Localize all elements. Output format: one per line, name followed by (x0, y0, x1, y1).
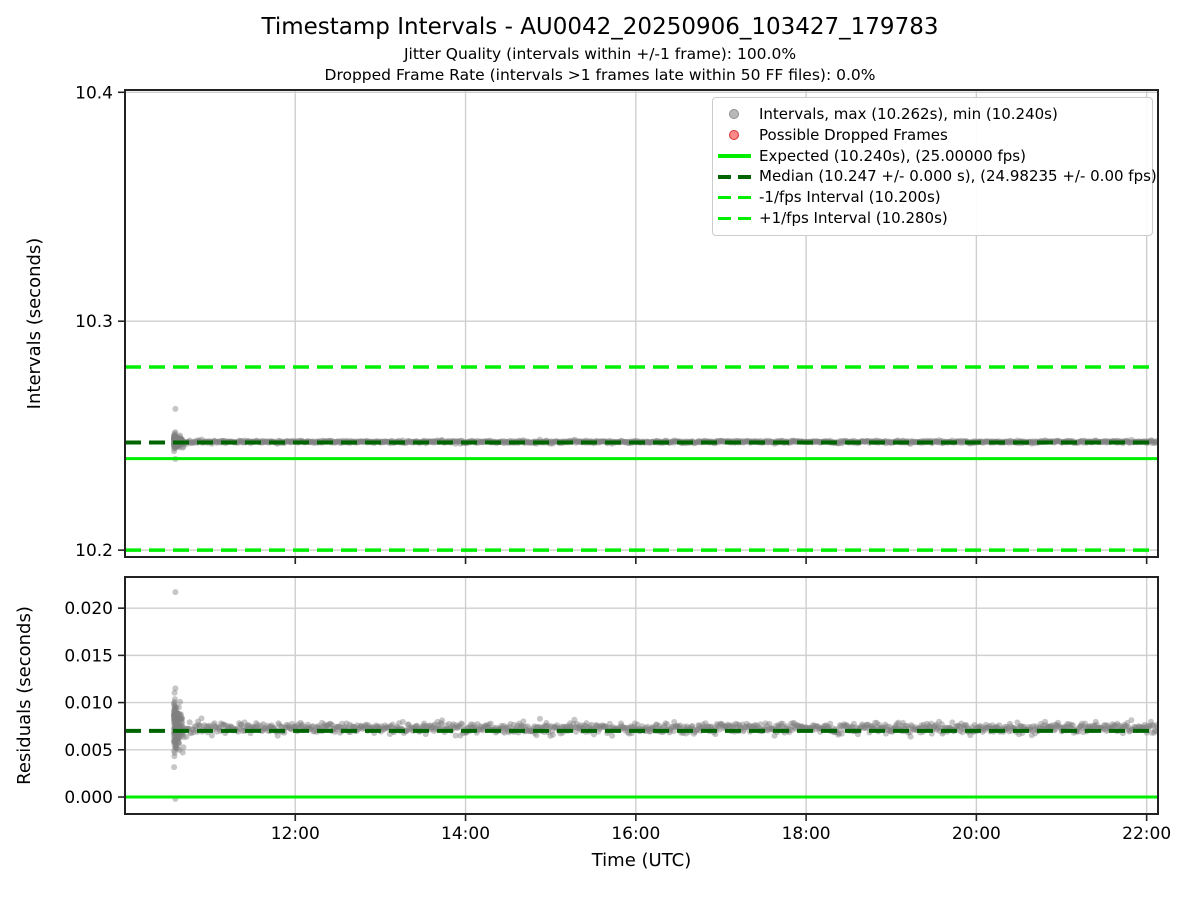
y-tick-label: 0.005 (64, 741, 113, 761)
legend-item-dropped-frames: Possible Dropped Frames (717, 125, 1144, 146)
intervals-marker-icon (717, 109, 751, 120)
x-tick-label: 14:00 (441, 824, 490, 844)
x-tick-label: 20:00 (952, 824, 1001, 844)
legend: Intervals, max (10.262s), min (10.240s) … (712, 97, 1157, 236)
intervals-panel: 10.2 10.3 10.4 Intervals (seconds) (24, 83, 1159, 564)
legend-item-intervals: Intervals, max (10.262s), min (10.240s) (717, 104, 1144, 125)
plus-one-fps-line-icon (717, 216, 751, 221)
legend-item-median: Median (10.247 +/- 0.000 s), (24.98235 +… (717, 166, 1157, 187)
expected-line-icon (717, 154, 751, 158)
x-axis-label: Time (UTC) (591, 850, 692, 871)
y-tick-label: 0.015 (64, 646, 113, 666)
legend-item-minus-1fps: -1/fps Interval (10.200s) (717, 187, 1144, 208)
legend-item-expected: Expected (10.240s), (25.00000 fps) (717, 146, 1144, 167)
ticks (118, 91, 1148, 564)
legend-label: Intervals, max (10.262s), min (10.240s) (759, 105, 1058, 123)
gridlines (125, 577, 1158, 814)
y-tick-label: 0.020 (64, 599, 113, 619)
scatter-points (171, 589, 1158, 802)
x-tick-label: 12:00 (271, 824, 320, 844)
residuals-panel: 12:00 14:00 16:00 18:00 20:00 22:00 0.000 0.005… (14, 576, 1171, 844)
y-tick-label: 10.4 (75, 83, 113, 103)
legend-label: -1/fps Interval (10.200s) (759, 188, 941, 207)
legend-label: Expected (10.240s), (25.00000 fps) (759, 146, 1026, 165)
axes-spines (124, 576, 1159, 815)
legend-label: Possible Dropped Frames (759, 125, 948, 144)
y-tick-label: 0.010 (64, 694, 113, 714)
chart-title: Timestamp Intervals - AU0042_20250906_10… (261, 14, 939, 40)
y-tick-label: 10.2 (75, 541, 113, 561)
scatter-points (171, 405, 1158, 462)
legend-item-plus-1fps: +1/fps Interval (10.280s) (717, 208, 1144, 229)
y-tick-label: 0.000 (64, 788, 113, 808)
dropped-frames-marker-icon (717, 130, 751, 141)
legend-label: +1/fps Interval (10.280s) (759, 208, 948, 227)
chart-subtitle-dropped-frame-rate: Dropped Frame Rate (intervals >1 frames … (324, 66, 876, 84)
x-tick-label: 16:00 (611, 824, 660, 844)
y-axis-label: Intervals (seconds) (24, 238, 45, 410)
y-axis-label: Residuals (seconds) (14, 606, 35, 785)
y-tick-label: 10.3 (75, 312, 113, 332)
ticks (118, 607, 1148, 821)
chart-subtitle-jitter-quality: Jitter Quality (intervals within +/-1 fr… (403, 45, 797, 63)
x-tick-label: 22:00 (1122, 824, 1171, 844)
median-line-icon (717, 175, 751, 179)
minus-one-fps-line-icon (717, 195, 751, 200)
legend-label: Median (10.247 +/- 0.000 s), (24.98235 +… (759, 167, 1157, 186)
axes-spines (124, 89, 1159, 558)
x-tick-label: 18:00 (782, 824, 831, 844)
